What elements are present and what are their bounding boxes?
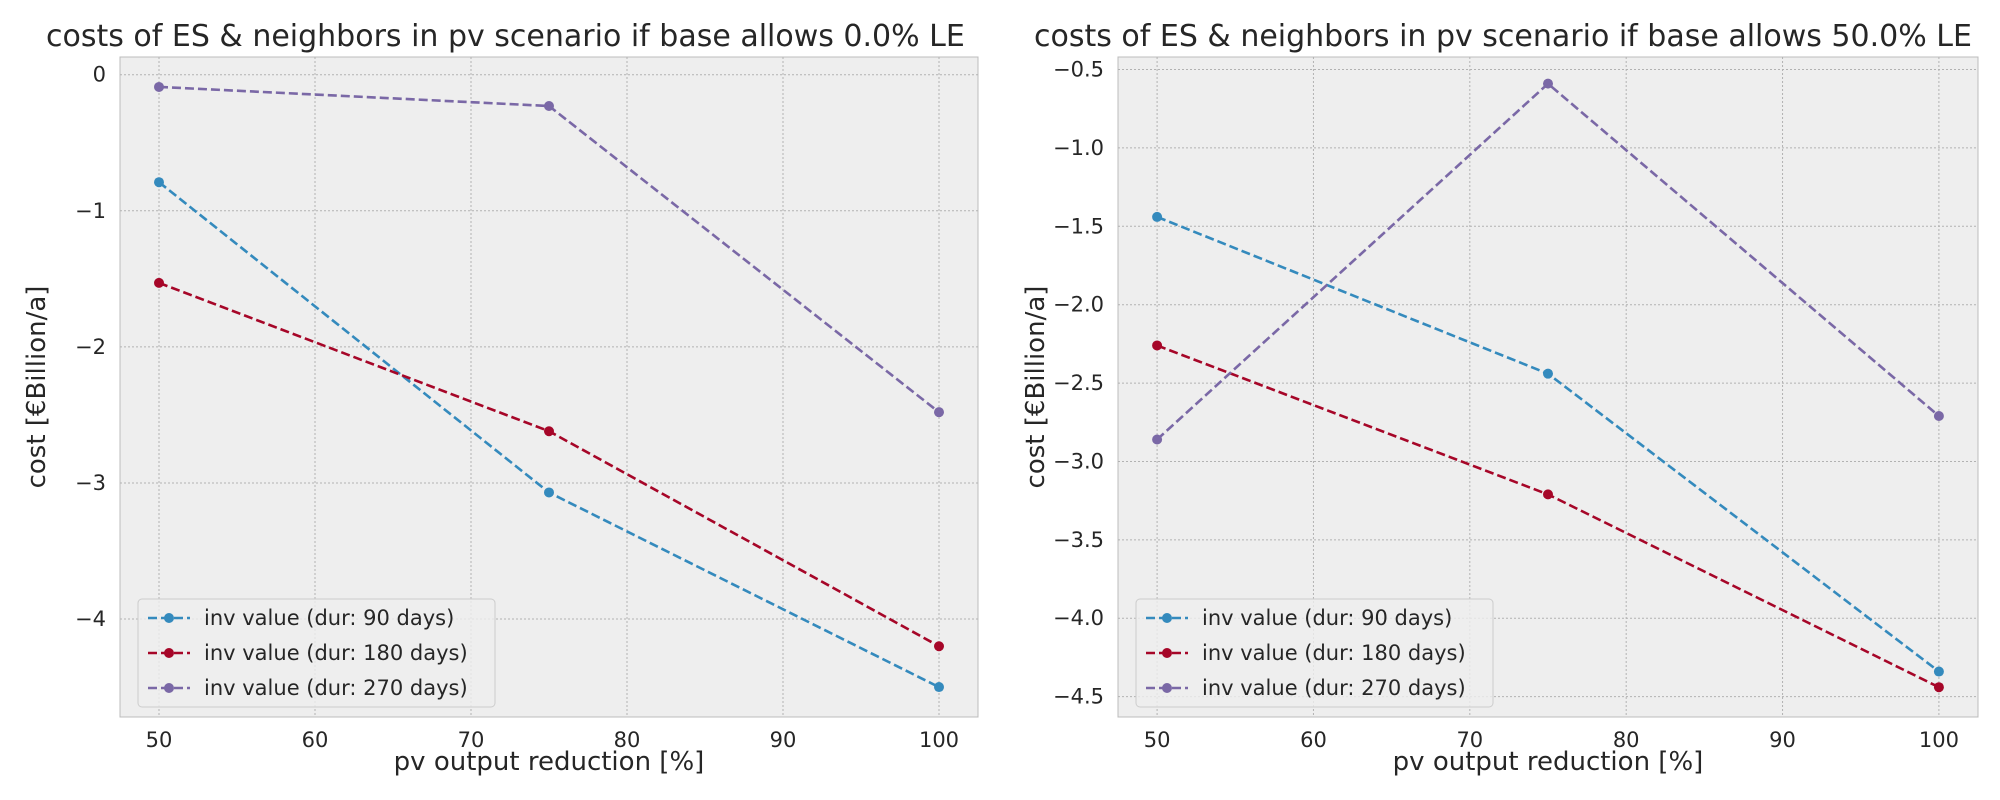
chart-title: costs of ES & neighbors in pv scenario i… [1034, 19, 1972, 54]
x-tick-label: 50 [146, 728, 173, 752]
data-point [544, 426, 554, 437]
x-tick-label: 80 [1613, 728, 1640, 752]
legend-label: inv value (dur: 270 days) [204, 676, 468, 700]
x-tick-label: 100 [1919, 728, 1959, 752]
data-point [544, 100, 554, 111]
x-tick-label: 70 [458, 728, 485, 752]
y-tick-label: −1.0 [1053, 136, 1104, 160]
x-tick-label: 60 [302, 728, 329, 752]
y-tick-label: −2.0 [1053, 293, 1104, 317]
x-tick-label: 70 [1456, 728, 1483, 752]
x-tick-label: 50 [1144, 728, 1171, 752]
data-point [1933, 411, 1944, 422]
y-tick-label: −2 [75, 335, 106, 359]
legend-box [137, 598, 496, 708]
y-tick-label: −4.5 [1053, 685, 1104, 709]
x-tick-label: 100 [919, 728, 959, 752]
data-point [934, 682, 944, 693]
y-tick-label: −2.5 [1053, 371, 1104, 395]
y-tick-label: −4 [75, 607, 106, 631]
data-point [1152, 211, 1163, 222]
data-point [1933, 682, 1944, 693]
data-point [1152, 434, 1163, 445]
legend-marker [1162, 613, 1172, 623]
legend-label: inv value (dur: 90 days) [204, 606, 454, 630]
legend-marker [1162, 648, 1172, 658]
x-tick-label: 90 [770, 728, 797, 752]
chart-title: costs of ES & neighbors in pv scenario i… [46, 19, 965, 54]
y-axis-label: cost [€Billion/a] [1021, 286, 1051, 489]
legend-label: inv value (dur: 270 days) [1202, 676, 1466, 700]
y-tick-label: −3 [75, 471, 106, 495]
y-tick-label: −3.5 [1053, 528, 1104, 552]
data-point [1933, 666, 1944, 677]
y-tick-label: −0.5 [1053, 58, 1104, 82]
x-tick-label: 90 [1769, 728, 1796, 752]
data-point [1543, 489, 1553, 500]
data-point [154, 81, 164, 92]
data-point [1543, 78, 1553, 89]
data-point [154, 177, 164, 188]
y-tick-label: −1 [75, 199, 106, 223]
legend: inv value (dur: 90 days) inv value (dur: … [137, 598, 496, 708]
x-tick-label: 80 [614, 728, 641, 752]
legend-marker [164, 613, 174, 623]
y-axis-label: cost [€Billion/a] [22, 286, 52, 489]
y-tick-label: −3.0 [1053, 449, 1104, 473]
y-tick-label: 0 [93, 63, 106, 87]
legend-marker [1162, 683, 1172, 693]
legend: inv value (dur: 90 days) inv value (dur: … [1135, 598, 1494, 708]
data-point [934, 641, 944, 652]
legend-label: inv value (dur: 180 days) [1202, 641, 1466, 665]
x-axis-label: pv output reduction [%] [1393, 747, 1704, 777]
x-axis-label: pv output reduction [%] [394, 747, 705, 777]
x-tick-label: 60 [1300, 728, 1327, 752]
legend-box [1135, 598, 1494, 708]
y-tick-label: −4.0 [1053, 606, 1104, 630]
legend-marker [164, 683, 174, 693]
chart-panel-1: 50 60 70 80 90 100 0 −1 −2 −3 −4 costs of ES & neig… [22, 19, 979, 777]
legend-label: inv value (dur: 90 days) [1202, 606, 1452, 630]
y-tick-label: −1.5 [1053, 214, 1104, 238]
data-point [154, 277, 164, 288]
chart-panel-2: 50 60 70 80 90 100 −0.5 −1.0 −1.5 −2.0 −2.5 −3.0 −3.… [1021, 19, 1979, 777]
legend-label: inv value (dur: 180 days) [204, 641, 468, 665]
data-point [1152, 340, 1163, 351]
data-point [1543, 368, 1553, 379]
legend-marker [164, 648, 174, 658]
data-point [544, 487, 554, 498]
data-point [934, 407, 944, 418]
